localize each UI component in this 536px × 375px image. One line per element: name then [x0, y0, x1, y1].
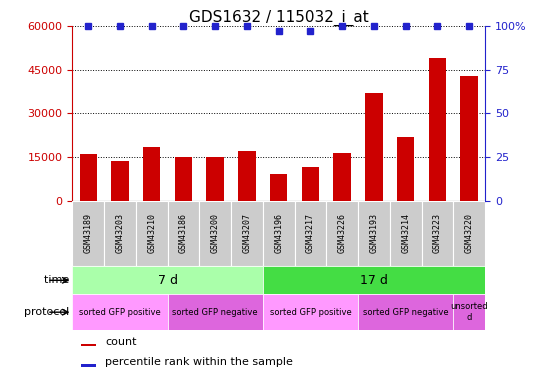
Bar — [231, 201, 263, 266]
Text: sorted GFP negative: sorted GFP negative — [173, 308, 258, 316]
Text: GSM43203: GSM43203 — [115, 213, 124, 254]
Bar — [263, 266, 485, 294]
Bar — [238, 151, 256, 201]
Bar — [302, 167, 319, 201]
Bar — [72, 266, 263, 294]
Text: 17 d: 17 d — [360, 274, 388, 287]
Bar — [72, 294, 168, 330]
Text: sorted GFP negative: sorted GFP negative — [363, 308, 449, 316]
Bar — [136, 201, 168, 266]
Bar — [326, 201, 358, 266]
Text: GSM43207: GSM43207 — [242, 213, 251, 254]
Bar — [358, 294, 453, 330]
Text: protocol: protocol — [24, 307, 72, 317]
Bar — [263, 201, 295, 266]
Bar — [295, 201, 326, 266]
Bar — [175, 157, 192, 201]
Bar — [365, 93, 383, 201]
Text: GSM43223: GSM43223 — [433, 213, 442, 254]
Text: GSM43196: GSM43196 — [274, 213, 283, 254]
Bar — [206, 157, 224, 201]
Bar — [104, 201, 136, 266]
Text: time: time — [43, 275, 72, 285]
Text: sorted GFP positive: sorted GFP positive — [79, 308, 161, 316]
Text: count: count — [106, 337, 137, 347]
Title: GDS1632 / 115032_i_at: GDS1632 / 115032_i_at — [189, 10, 369, 26]
Bar — [453, 294, 485, 330]
Bar — [79, 154, 97, 201]
Bar — [270, 174, 287, 201]
Bar — [168, 201, 199, 266]
Bar — [80, 364, 96, 367]
Bar — [460, 76, 478, 201]
Bar — [143, 147, 160, 201]
Text: GSM43193: GSM43193 — [369, 213, 378, 254]
Bar — [199, 201, 231, 266]
Bar — [80, 344, 96, 346]
Text: GSM43186: GSM43186 — [179, 213, 188, 254]
Text: 7 d: 7 d — [158, 274, 177, 287]
Text: percentile rank within the sample: percentile rank within the sample — [106, 357, 293, 368]
Text: GSM43200: GSM43200 — [211, 213, 220, 254]
Text: sorted GFP positive: sorted GFP positive — [270, 308, 351, 316]
Bar — [397, 137, 414, 201]
Bar — [358, 201, 390, 266]
Bar — [390, 201, 422, 266]
Text: GSM43226: GSM43226 — [338, 213, 347, 254]
Text: GSM43220: GSM43220 — [465, 213, 474, 254]
Text: GSM43210: GSM43210 — [147, 213, 156, 254]
Bar — [333, 153, 351, 201]
Bar — [429, 58, 446, 201]
Bar — [72, 201, 104, 266]
Text: unsorted
d: unsorted d — [450, 303, 488, 322]
Bar — [422, 201, 453, 266]
Text: GSM43189: GSM43189 — [84, 213, 93, 254]
Bar — [111, 161, 129, 201]
Bar — [263, 294, 358, 330]
Text: GSM43214: GSM43214 — [401, 213, 410, 254]
Bar — [453, 201, 485, 266]
Bar — [168, 294, 263, 330]
Text: GSM43217: GSM43217 — [306, 213, 315, 254]
